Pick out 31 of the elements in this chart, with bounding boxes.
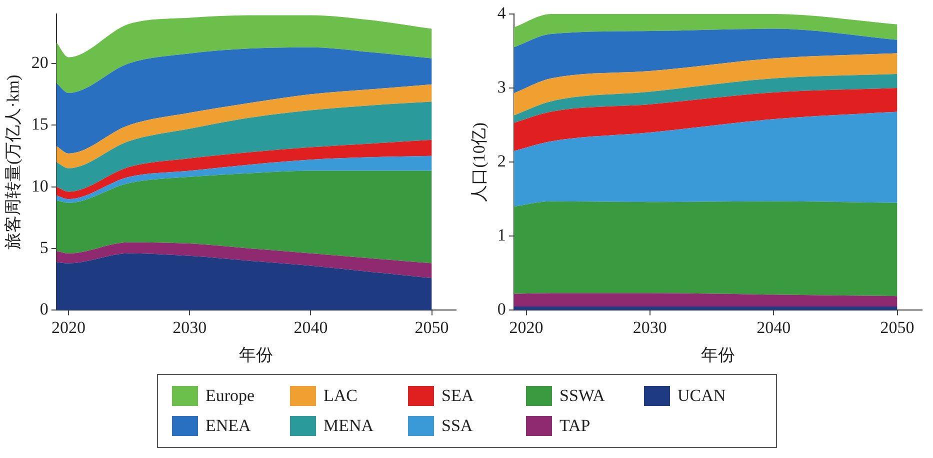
y-axis-title: 人口(10亿) — [470, 122, 489, 202]
x-tick-label: 2040 — [294, 318, 328, 337]
y-tick-label: 1 — [497, 226, 506, 245]
x-tick-label: 2030 — [172, 318, 207, 337]
x-tick-label: 2020 — [52, 318, 86, 337]
x-tick-label: 2050 — [414, 318, 449, 337]
legend-label: UCAN — [678, 386, 726, 406]
y-axis-title: 旅客周转量(万亿人·km) — [4, 74, 23, 250]
legend-label: MENA — [324, 416, 374, 436]
y-tick-label: 0 — [497, 300, 506, 319]
x-tick-label: 2020 — [509, 318, 544, 337]
y-tick-label: 4 — [497, 3, 506, 22]
legend-label: SSWA — [560, 386, 605, 406]
y-tick-label: 10 — [31, 176, 48, 196]
y-tick-label: 2 — [497, 152, 506, 171]
legend-label: Europe — [206, 386, 255, 406]
legend-label: LAC — [324, 386, 358, 406]
y-tick-label: 15 — [31, 114, 48, 134]
legend-label: SEA — [442, 386, 474, 406]
y-tick-label: 0 — [40, 300, 48, 319]
legend-label: SSA — [442, 416, 473, 436]
x-tick-label: 2030 — [632, 318, 667, 337]
legend-label: ENEA — [206, 416, 251, 436]
x-tick-label: 2050 — [880, 318, 914, 337]
y-tick-label: 5 — [40, 238, 48, 257]
x-tick-label: 2040 — [756, 318, 791, 337]
y-tick-label: 20 — [31, 52, 48, 72]
x-axis-title: 年份 — [700, 345, 735, 364]
x-axis-title: 年份 — [239, 345, 274, 364]
y-tick-label: 3 — [497, 78, 506, 97]
legend-label: TAP — [560, 416, 590, 436]
